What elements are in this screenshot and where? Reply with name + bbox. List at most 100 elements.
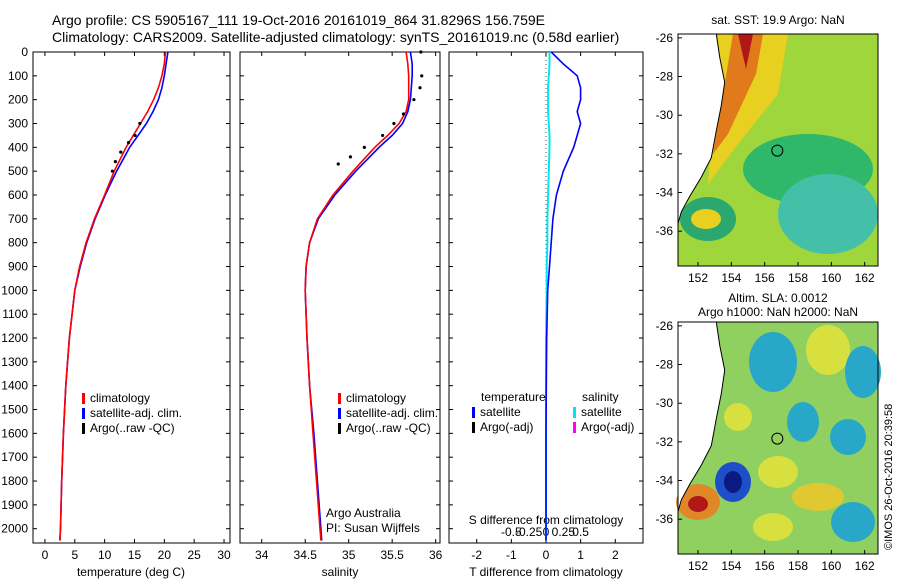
sst-ytick-label: -26 <box>656 31 674 45</box>
temp-argo-point <box>113 160 117 164</box>
temp-legend-swatch <box>82 423 85 434</box>
depth-tick-label: 1600 <box>1 426 28 440</box>
sla-anomaly-blob <box>830 419 866 455</box>
sal-argo-point <box>381 133 385 138</box>
depth-tick-label: 600 <box>8 188 28 202</box>
sla-ytick-label: -32 <box>656 435 674 449</box>
diff-t-tick-label: -2 <box>471 548 482 562</box>
sla-argo-location <box>771 432 784 445</box>
sal-legend-swatch <box>338 423 341 434</box>
sst-current-core <box>713 34 763 154</box>
sal-legend-swatch <box>338 393 341 404</box>
sla-xtick-label: 160 <box>821 559 841 573</box>
credit-line1: Argo Australia <box>326 506 401 520</box>
figure-title-line2: Climatology: CARS2009. Satellite-adjuste… <box>52 29 620 45</box>
depth-tick-label: 900 <box>8 260 28 274</box>
diff-t-tick-label: 0 <box>543 548 550 562</box>
sla-anomaly-blob <box>806 325 850 375</box>
sst-xtick-label: 160 <box>821 271 841 285</box>
depth-tick-label: 2000 <box>1 522 28 536</box>
temp-xtick-label: 15 <box>128 548 142 562</box>
sla-xtick-label: 154 <box>721 559 741 573</box>
temp-frame <box>32 51 231 544</box>
sla-anomaly-blob <box>792 483 844 511</box>
temp-legend-label: Argo(..raw -QC) <box>90 421 175 435</box>
sst-hot-spot <box>738 34 753 69</box>
sal-argo-point <box>401 112 406 116</box>
depth-tick-label: 1200 <box>1 331 28 345</box>
diff-legend-sal-label: satellite <box>581 405 622 419</box>
sla-xtick-label: 152 <box>688 559 708 573</box>
sal-frame <box>239 51 441 544</box>
depth-tick-label: 100 <box>8 69 28 83</box>
diff-s-tick-label: 0.25 <box>552 525 576 539</box>
depth-tick-label: 1100 <box>2 307 28 321</box>
depth-tick-label: 0 <box>21 45 28 59</box>
sla-ytick-label: -30 <box>656 396 674 410</box>
temp-xlabel: temperature (deg C) <box>77 565 185 579</box>
temp-argo-point <box>133 133 137 138</box>
sal-argo-point <box>362 145 366 149</box>
depth-tick-label: 500 <box>8 164 28 178</box>
temp-argo-point <box>110 169 114 173</box>
sal-argo-point <box>419 50 423 54</box>
diff-legend-temp-label: Argo(-adj) <box>480 420 533 434</box>
temp-xtick-label: 20 <box>158 548 172 562</box>
temp-legend-swatch <box>82 408 85 419</box>
sal-argo-point <box>348 155 353 159</box>
sst-ytick-label: -30 <box>656 108 674 122</box>
diff-t-tick-label: -1 <box>506 548 517 562</box>
sla-anomaly-blob <box>749 332 797 392</box>
sst-map: sat. SST: 19.9 Argo: NaN -26 -28 -30 -32 -34 -… <box>656 13 879 285</box>
sst-xtick-label: 162 <box>855 271 875 285</box>
salinity-panel: 34 34.5 35 35.5 36 salinity climatologysatelli… <box>239 50 443 579</box>
imos-stamp: ©IMOS 26-Oct-2016 20:39:58 <box>883 404 895 550</box>
sal-argo-point <box>392 121 396 126</box>
temp-xtick-label: 0 <box>42 548 49 562</box>
diff-legend-temp-swatch <box>472 407 475 418</box>
sal-xlabel: salinity <box>322 565 359 579</box>
temp-argo-point <box>126 140 131 145</box>
sst-land <box>678 34 725 224</box>
sla-xtick-label: 162 <box>855 559 875 573</box>
depth-tick-label: 300 <box>8 117 28 131</box>
depth-tick-label: 800 <box>8 236 28 250</box>
temp-legend-label: climatology <box>90 391 150 405</box>
temp-xtick-label: 10 <box>98 548 112 562</box>
sst-argo-location <box>771 144 784 157</box>
depth-tick-label: 1300 <box>1 355 28 369</box>
sst-eddy-core <box>691 209 721 229</box>
diff-legend-sal-swatch <box>573 407 576 418</box>
sla-coastline <box>677 321 726 512</box>
sal-xtick-label: 34.5 <box>294 548 318 562</box>
sst-xtick-label: 152 <box>688 271 708 285</box>
sst-map-title: sat. SST: 19.9 Argo: NaN <box>711 13 844 27</box>
sla-anomaly-blob <box>845 346 881 398</box>
diff-legend-temp-label: satellite <box>480 405 521 419</box>
temp-legend-label: satellite-adj. clim. <box>90 406 182 420</box>
diff-xlabel-bottom: T difference from climatology <box>469 565 623 579</box>
temp-legend-swatch <box>82 393 85 404</box>
sal-xtick-label: 35.5 <box>380 548 404 562</box>
depth-tick-label: 1000 <box>1 283 28 297</box>
sst-ytick-label: -28 <box>656 70 674 84</box>
temp-xtick-label: 25 <box>188 548 202 562</box>
sla-ytick-label: -36 <box>656 512 674 526</box>
diff-legend-temp-title: temperature <box>481 390 546 404</box>
sst-ytick-label: -34 <box>656 186 674 200</box>
diff-t-tick-label: 1 <box>577 548 584 562</box>
diff-s-tick-label: -0.5 <box>501 525 522 539</box>
sla-land <box>678 322 725 512</box>
sst-xtick-label: 156 <box>755 271 775 285</box>
diff-s-tick-label: 0.5 <box>572 525 589 539</box>
sst-xtick-label: 158 <box>788 271 808 285</box>
sla-map-title2: Argo h1000: NaN h2000: NaN <box>698 305 858 319</box>
sst-ytick-label: -32 <box>656 147 674 161</box>
sal-xtick-label: 35 <box>342 548 356 562</box>
sal-xtick-label: 34 <box>255 548 269 562</box>
temp-climatology-line <box>59 51 167 541</box>
sla-anomaly-blob <box>688 496 708 512</box>
sla-xtick-label: 158 <box>788 559 808 573</box>
